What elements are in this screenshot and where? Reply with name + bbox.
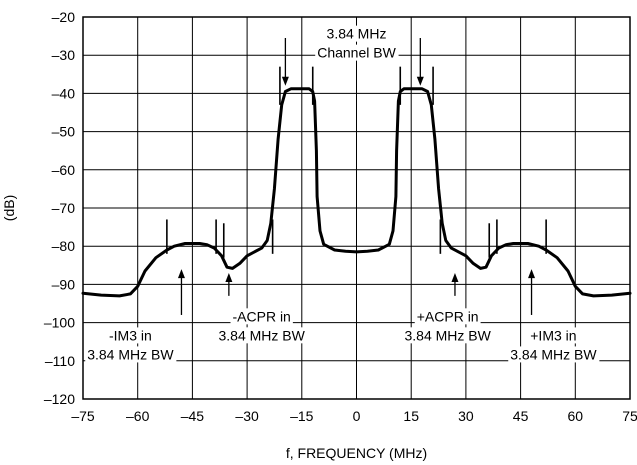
arrow-head [177, 269, 185, 279]
x-tick-label: –75 [71, 408, 95, 424]
annotation-text-line: +IM3 in [530, 327, 576, 343]
annotation-backdrop [508, 346, 600, 363]
annotation-backdrop [216, 327, 308, 344]
annotation-backdrop [85, 346, 177, 363]
annotation-arrow [451, 272, 459, 296]
annotation-text-line: 3.84 MHz BW [219, 327, 306, 343]
arrow-layer [177, 38, 536, 315]
annotation-backdrop [315, 44, 399, 61]
annotation-label: +ACPR in 3.84 MHz BW [402, 308, 494, 344]
annotation-backdrop [528, 327, 579, 344]
annotation-arrow [225, 272, 233, 296]
annotation-text-line: Channel BW [317, 45, 396, 61]
arrow-head [528, 269, 536, 279]
arrow-head [225, 272, 233, 282]
annotation-text-line: 3.84 MHz BW [404, 327, 491, 343]
series-layer [81, 87, 632, 298]
y-tick-label: –100 [44, 315, 75, 331]
annotation-arrow [528, 269, 536, 315]
x-tick-label: –45 [181, 408, 205, 424]
y-axis-label: (dB) [1, 195, 17, 221]
x-tick-label: 15 [403, 408, 419, 424]
annotation-backdrop [107, 327, 154, 344]
annotation-backdrop [324, 25, 389, 42]
y-tick-label: –90 [52, 276, 76, 292]
x-tick-label: –15 [290, 408, 314, 424]
y-tick-label: –20 [52, 9, 76, 25]
annotation-text-line: 3.84 MHz BW [510, 346, 597, 362]
y-tick-label: –80 [52, 238, 76, 254]
annotation-text-line: 3.84 MHz BW [87, 346, 174, 362]
annotation-arrow [281, 38, 289, 86]
annotation-label: 3.84 MHz Channel BW [315, 25, 399, 61]
annotation-arrow [416, 38, 424, 86]
y-tick-label: –40 [52, 85, 76, 101]
x-tick-label: –60 [126, 408, 150, 424]
grid [83, 17, 630, 399]
y-tick-label: –50 [52, 124, 76, 140]
y-tick-label: –30 [52, 47, 76, 63]
y-tick-label: –70 [52, 200, 76, 216]
x-tick-label: 45 [513, 408, 529, 424]
tick-labels: –75 –60 –45 –30 –15 0 15 30 45 60 75 –20 –30 –40 –50 –6… [44, 9, 637, 424]
y-tick-label: –120 [44, 391, 75, 407]
annotation-label: -IM3 in 3.84 MHz BW [85, 327, 177, 363]
x-axis-label: f, FREQUENCY (MHz) [286, 445, 427, 461]
annotation-backdrop [230, 308, 293, 325]
arrow-head [281, 76, 289, 86]
x-tick-label: 30 [458, 408, 474, 424]
annotation-arrow [177, 269, 185, 315]
annotation-text-line: -ACPR in [233, 308, 291, 324]
annotation-text-line: +ACPR in [417, 308, 479, 324]
annotation-backdrop [414, 308, 481, 325]
x-tick-label: 75 [622, 408, 637, 424]
y-tick-label: –60 [52, 162, 76, 178]
annotation-text-line: -IM3 in [109, 327, 152, 343]
y-tick-label: –110 [45, 353, 75, 369]
x-tick-label: 0 [353, 408, 361, 424]
annotation-backdrop [402, 327, 494, 344]
x-tick-label: 60 [568, 408, 584, 424]
annotation-label: +IM3 in 3.84 MHz BW [508, 327, 600, 363]
x-tick-label: –30 [235, 408, 259, 424]
band-marker-layer [166, 66, 547, 258]
plot-frame [82, 16, 631, 400]
arrow-head [451, 272, 459, 282]
arrow-head [416, 76, 424, 86]
annotation-label: -ACPR in 3.84 MHz BW [216, 308, 308, 344]
spectrum-series-line [81, 87, 632, 298]
annotation-text-line: 3.84 MHz [327, 26, 387, 42]
